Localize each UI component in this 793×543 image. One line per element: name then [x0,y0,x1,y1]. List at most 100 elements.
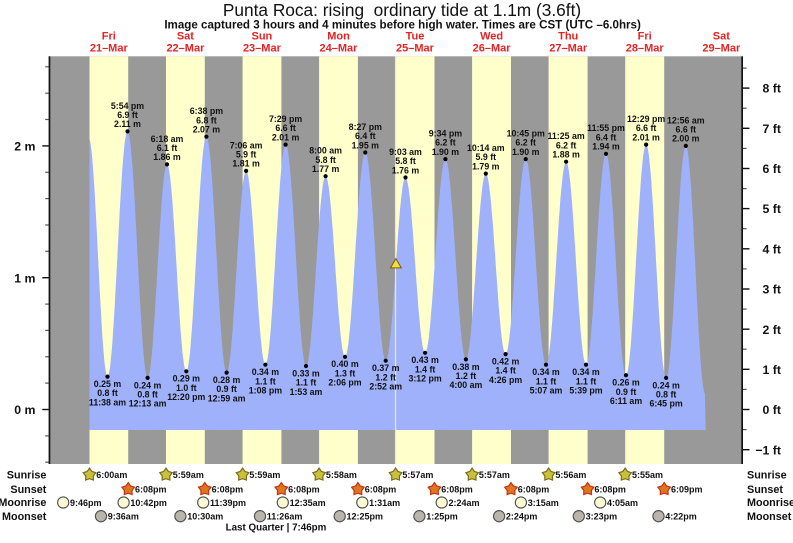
svg-text:5:59am: 5:59am [249,470,280,480]
svg-text:Last Quarter | 7:46pm: Last Quarter | 7:46pm [226,522,327,533]
svg-text:6.2 ft: 6.2 ft [515,138,536,148]
svg-text:4 ft: 4 ft [763,242,781,256]
svg-text:Wed: Wed [480,31,503,43]
svg-text:3:23pm: 3:23pm [586,512,618,522]
svg-text:6.2 ft: 6.2 ft [435,138,456,148]
svg-text:0.37 m: 0.37 m [372,363,400,373]
svg-text:9:34 pm: 9:34 pm [429,129,462,139]
svg-text:2.01 m: 2.01 m [272,132,300,142]
svg-text:6.4 ft: 6.4 ft [355,131,376,141]
svg-text:5:58am: 5:58am [326,470,357,480]
svg-text:1.81 m: 1.81 m [232,159,260,169]
svg-text:5.9 ft: 5.9 ft [236,150,257,160]
svg-text:12:35am: 12:35am [290,498,326,508]
svg-text:0.34 m: 0.34 m [252,367,280,377]
svg-text:9:03 am: 9:03 am [389,147,422,157]
svg-text:6:08pm: 6:08pm [518,485,550,495]
svg-text:0.9 ft: 0.9 ft [616,387,637,397]
svg-text:6.6 ft: 6.6 ft [676,125,697,135]
svg-text:Sunrise: Sunrise [747,469,787,481]
svg-text:1.0 ft: 1.0 ft [176,383,197,393]
svg-text:24–Mar: 24–Mar [320,43,359,55]
svg-text:11:26am: 11:26am [267,512,303,522]
svg-text:1.2 ft: 1.2 ft [456,371,477,381]
svg-text:6:08pm: 6:08pm [594,485,626,495]
svg-text:0.8 ft: 0.8 ft [137,390,158,400]
svg-text:11:55 pm: 11:55 pm [587,123,625,133]
svg-text:8:27 pm: 8:27 pm [349,122,382,132]
svg-text:2 m: 2 m [14,140,35,154]
svg-text:5.9 ft: 5.9 ft [476,152,497,162]
svg-text:0.42 m: 0.42 m [492,357,520,367]
svg-text:1.3 ft: 1.3 ft [335,368,356,378]
svg-text:0.43 m: 0.43 m [411,355,439,365]
svg-text:1.76 m: 1.76 m [392,165,420,175]
svg-text:Fri: Fri [102,31,116,43]
svg-text:12:20 pm: 12:20 pm [167,392,205,402]
svg-text:10:14 am: 10:14 am [467,143,505,153]
svg-text:2.01 m: 2.01 m [632,132,660,142]
svg-text:3 ft: 3 ft [763,283,781,297]
svg-text:2:24am: 2:24am [449,498,480,508]
svg-text:5:39 pm: 5:39 pm [569,386,602,396]
svg-text:6.2 ft: 6.2 ft [556,140,577,150]
svg-text:7 ft: 7 ft [763,122,781,136]
svg-text:Punta Roca: rising ordinary t: Punta Roca: rising ordinary tide at 1.1m… [223,0,581,20]
svg-text:Moonrise: Moonrise [0,497,46,509]
svg-text:2:06 pm: 2:06 pm [328,378,361,388]
svg-text:Sunset: Sunset [747,484,783,496]
svg-text:0.8 ft: 0.8 ft [97,388,118,398]
svg-text:5:57am: 5:57am [479,470,510,480]
svg-text:4:00 am: 4:00 am [450,380,483,390]
svg-text:5.8 ft: 5.8 ft [395,156,416,166]
svg-text:0.34 m: 0.34 m [532,367,560,377]
svg-text:25–Mar: 25–Mar [396,43,435,55]
svg-text:6.6 ft: 6.6 ft [275,123,296,133]
svg-text:6:08pm: 6:08pm [135,485,167,495]
svg-text:1:31am: 1:31am [369,498,400,508]
svg-text:4:22pm: 4:22pm [665,512,697,522]
svg-text:6 ft: 6 ft [763,162,781,176]
svg-text:1 ft: 1 ft [763,363,781,377]
svg-text:1:53 am: 1:53 am [290,387,323,397]
svg-text:6:00am: 6:00am [96,470,127,480]
svg-text:1.90 m: 1.90 m [512,147,540,157]
svg-text:6:08pm: 6:08pm [212,485,244,495]
svg-text:6:08pm: 6:08pm [365,485,397,495]
svg-text:6:08pm: 6:08pm [441,485,473,495]
svg-text:6:11 am: 6:11 am [610,396,642,406]
svg-text:7:29 pm: 7:29 pm [269,114,302,124]
svg-text:0.24 m: 0.24 m [652,380,680,390]
svg-text:Sunset: Sunset [10,484,46,496]
svg-text:1:25pm: 1:25pm [426,512,458,522]
svg-text:0.25 m: 0.25 m [94,379,122,389]
svg-text:26–Mar: 26–Mar [473,43,512,55]
svg-text:11:39pm: 11:39pm [210,498,246,508]
svg-text:1.77 m: 1.77 m [312,164,340,174]
svg-text:1.2 ft: 1.2 ft [375,372,396,382]
svg-text:22–Mar: 22–Mar [166,43,205,55]
svg-text:Image captured 3 hours and 4 m: Image captured 3 hours and 4 minutes bef… [164,19,641,32]
svg-text:0.29 m: 0.29 m [173,374,201,384]
svg-text:5:57am: 5:57am [402,470,433,480]
svg-text:11:38 am: 11:38 am [89,397,126,407]
svg-text:0.28 m: 0.28 m [213,375,241,385]
svg-text:9:36am: 9:36am [108,512,139,522]
svg-text:10:45 pm: 10:45 pm [507,129,545,139]
svg-text:29–Mar: 29–Mar [702,43,741,55]
svg-text:2.07 m: 2.07 m [193,125,221,135]
svg-text:0.38 m: 0.38 m [452,362,480,372]
svg-text:5:55am: 5:55am [632,470,663,480]
svg-text:0.26 m: 0.26 m [612,378,640,388]
svg-text:3:12 pm: 3:12 pm [408,374,441,384]
svg-text:10:30am: 10:30am [187,512,223,522]
svg-text:1.90 m: 1.90 m [432,147,460,157]
svg-text:Sunrise: Sunrise [7,469,47,481]
svg-text:0.34 m: 0.34 m [572,367,600,377]
svg-text:5:07 am: 5:07 am [530,386,563,396]
svg-text:21–Mar: 21–Mar [90,43,129,55]
svg-text:6:08pm: 6:08pm [288,485,320,495]
svg-text:1.1 ft: 1.1 ft [576,376,597,386]
svg-text:1.4 ft: 1.4 ft [415,364,436,374]
svg-text:0.24 m: 0.24 m [134,380,162,390]
